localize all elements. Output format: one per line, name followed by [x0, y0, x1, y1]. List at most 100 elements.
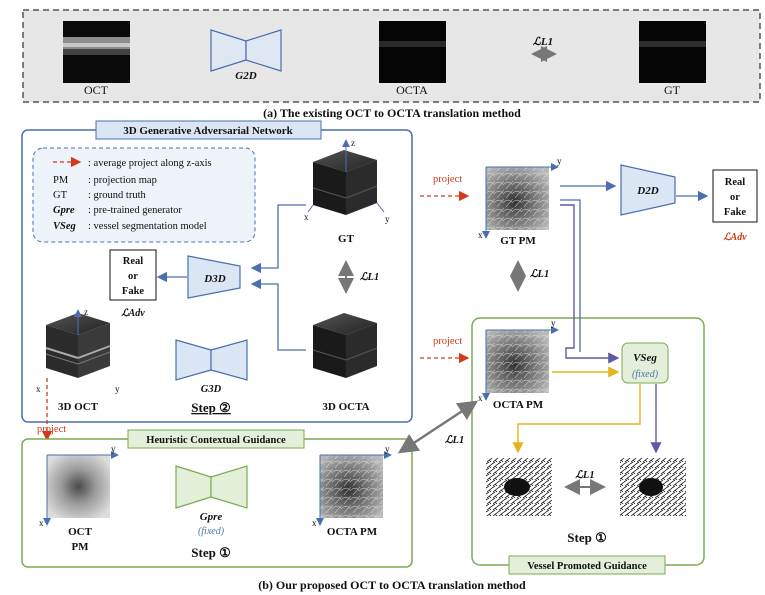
realfake-left-line3: Fake: [122, 286, 145, 297]
vseg-to-left-seg-arrow: [512, 384, 641, 454]
oct-pm-image: [47, 455, 110, 518]
oct-pm-label-2: PM: [71, 541, 89, 553]
vseg-box: [621, 342, 669, 384]
caption-b: (b) Our proposed OCT to OCTA translation…: [258, 578, 526, 592]
octa-cube-label: 3D OCTA: [322, 401, 369, 413]
oct-cube-label: 3D OCT: [58, 401, 99, 413]
realfake-box-left: [109, 249, 157, 301]
octa-image: [379, 21, 446, 83]
svg-text:: average project along z-axis: : average project along z-axis: [88, 158, 212, 169]
legend-row-gpre: Gpre : pre-trained generator: [53, 205, 182, 216]
gt-cube-label: GT: [338, 233, 355, 245]
d3d-label: D3D: [203, 273, 225, 285]
project-label-1: project: [433, 174, 462, 185]
heur-octa-pm-y: y: [385, 444, 390, 454]
vessel-panel-title: Vessel Promoted Guidance: [527, 561, 647, 572]
oct-pm-x: x: [39, 518, 44, 528]
oct-cube-axes: z x y: [36, 307, 120, 394]
heuristic-octa-pm-label: OCTA PM: [327, 526, 378, 538]
gpre-generator-icon: [175, 465, 248, 509]
svg-text:: ground truth: : ground truth: [88, 190, 146, 201]
gt-pm-x: x: [478, 230, 483, 240]
cross-l1-arrow: [397, 400, 479, 454]
svg-text:: pre-trained generator: : pre-trained generator: [88, 205, 182, 216]
gt-image: [639, 21, 706, 83]
heuristic-panel-title: Heuristic Contextual Guidance: [146, 435, 286, 446]
legend-row-gt: GT : ground truth: [53, 190, 146, 201]
seg-l1-label: ℒL1: [575, 469, 594, 481]
caption-a: (a) The existing OCT to OCTA translation…: [263, 106, 521, 120]
heur-octa-pm-x: x: [312, 518, 317, 528]
adv-label-right: ℒAdv: [723, 232, 747, 243]
svg-text:Gpre: Gpre: [53, 205, 75, 216]
svg-text:: projection map: : projection map: [88, 175, 157, 186]
gt-cube: [312, 150, 378, 215]
adv-label-left: ℒAdv: [121, 308, 145, 319]
legend-row-vseg: VSeg : vessel segmentation model: [53, 221, 207, 232]
legend-box: [32, 147, 256, 243]
g2d-generator-icon: [210, 29, 282, 72]
vessel-pm-x: x: [478, 393, 483, 403]
realfake-left-line1: Real: [123, 256, 143, 267]
svg-text:VSeg: VSeg: [53, 221, 76, 232]
realfake-right-line1: Real: [725, 177, 745, 188]
g3d-generator-icon: [175, 339, 248, 381]
step2-label: Step ②: [191, 400, 230, 415]
gan-panel-title: 3D Generative Adversarial Network: [123, 125, 293, 137]
d3d-discriminator-icon: [187, 255, 241, 299]
oct-label: OCT: [84, 83, 109, 97]
vessel-step1-label: Step ①: [567, 530, 606, 545]
svg-text:: vessel segmentation model: : vessel segmentation model: [88, 221, 207, 232]
legend-row-project: : average project along z-axis: [53, 156, 212, 169]
oct-pm-label-1: OCT: [68, 526, 93, 538]
svg-text:x: x: [36, 384, 41, 394]
svg-text:z: z: [351, 138, 355, 148]
oct-image: [63, 21, 130, 83]
d2d-label: D2D: [636, 185, 658, 197]
realfake-box-right: [712, 169, 758, 223]
gt-pm-label: GT PM: [500, 235, 536, 247]
project-label-2: project: [433, 336, 462, 347]
gpre-fixed-label: (fixed): [198, 526, 225, 537]
g3d-label: G3D: [201, 384, 222, 395]
heuristic-panel-title-box: [127, 429, 305, 449]
svg-text:x: x: [304, 212, 309, 222]
oct-pm-y: y: [111, 444, 116, 454]
pm-l1-label: ℒL1: [530, 268, 549, 280]
gtpm-branch-line: [560, 199, 581, 352]
gt-to-d3d-arrow: [250, 204, 306, 274]
gtpm-to-vseg-arrow: [560, 204, 620, 364]
octa-label: OCTA: [396, 83, 428, 97]
d2d-discriminator-icon: [620, 164, 676, 216]
top-l1-label: ℒL1: [533, 36, 553, 48]
left-segmentation-image: [486, 458, 552, 516]
svg-text:GT: GT: [53, 190, 68, 201]
svg-text:y: y: [385, 214, 390, 224]
heuristic-step1-label: Step ①: [191, 545, 230, 560]
svg-text:z: z: [84, 307, 88, 317]
gan-l1-label: ℒL1: [360, 271, 379, 283]
realfake-left-line2: or: [128, 271, 138, 282]
vessel-octa-pm-label: OCTA PM: [493, 399, 544, 411]
gt-pm-y: y: [557, 156, 562, 166]
octa-cube: [312, 313, 378, 378]
g2d-label: G2D: [235, 70, 256, 82]
cross-l1-label: ℒL1: [445, 434, 464, 446]
vessel-panel-title-box: [508, 555, 666, 575]
heuristic-project-label: project: [37, 424, 66, 435]
vessel-octa-pm-image: [486, 330, 549, 393]
gan-panel-title-box: [95, 120, 322, 140]
gt-cube-axes: z x y: [304, 138, 390, 224]
vessel-pm-y: y: [551, 318, 556, 328]
heuristic-octa-pm-image: [320, 455, 383, 518]
right-segmentation-image: [620, 458, 686, 516]
legend-row-pm: PM : projection map: [53, 175, 157, 186]
vseg-label: VSeg: [633, 352, 657, 364]
svg-text:PM: PM: [53, 175, 69, 186]
svg-text:y: y: [115, 384, 120, 394]
realfake-right-line3: Fake: [724, 207, 747, 218]
realfake-right-line2: or: [730, 192, 740, 203]
vseg-fixed-label: (fixed): [632, 369, 659, 380]
gt-pm-image: [486, 167, 549, 230]
